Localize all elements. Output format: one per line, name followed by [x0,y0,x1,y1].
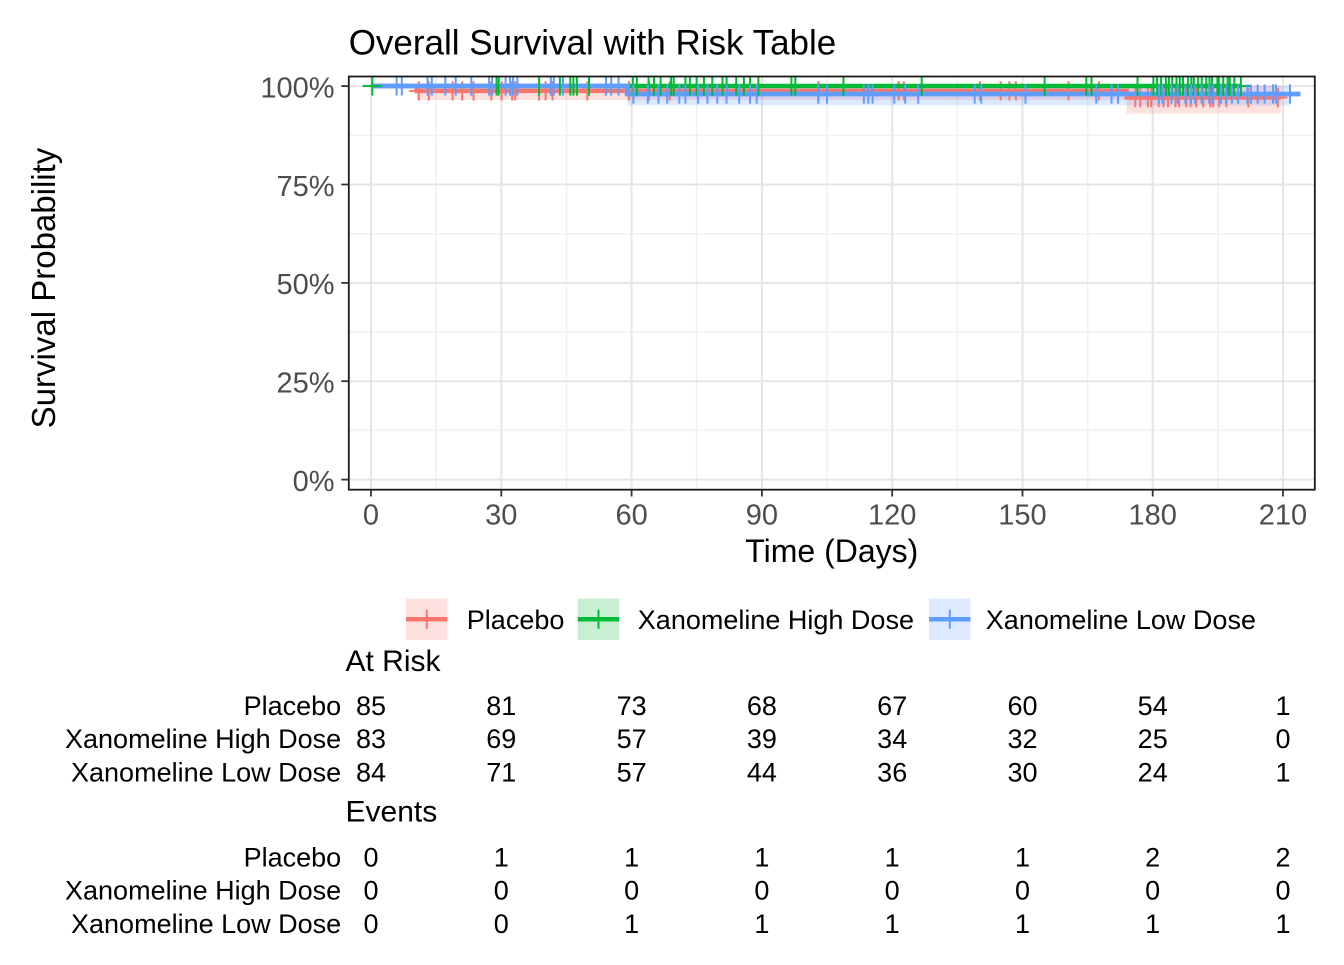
svg-text:44: 44 [747,758,777,788]
svg-text:1: 1 [1275,909,1290,939]
svg-text:68: 68 [747,691,777,721]
svg-text:Xanomeline High Dose: Xanomeline High Dose [638,605,914,635]
svg-text:Xanomeline Low Dose: Xanomeline Low Dose [71,909,341,939]
svg-text:25: 25 [1138,724,1168,754]
svg-text:100%: 100% [260,72,334,104]
svg-text:210: 210 [1259,500,1307,532]
svg-text:60: 60 [615,500,647,532]
svg-text:73: 73 [617,691,647,721]
svg-text:83: 83 [356,724,386,754]
svg-text:84: 84 [356,758,386,788]
svg-text:1: 1 [494,842,509,872]
svg-text:36: 36 [877,758,907,788]
svg-text:90: 90 [746,500,778,532]
svg-text:75%: 75% [276,171,334,203]
svg-text:0: 0 [754,876,769,906]
svg-text:0: 0 [885,876,900,906]
svg-text:2: 2 [1275,842,1290,872]
svg-text:30: 30 [1007,758,1037,788]
svg-text:0: 0 [363,842,378,872]
svg-text:1: 1 [624,842,639,872]
svg-text:54: 54 [1138,691,1168,721]
svg-text:0: 0 [1145,876,1160,906]
svg-text:180: 180 [1129,500,1177,532]
svg-text:150: 150 [998,500,1046,532]
svg-text:1: 1 [1015,909,1030,939]
svg-text:Time (Days): Time (Days) [745,533,918,569]
svg-text:120: 120 [868,500,916,532]
svg-text:Xanomeline Low Dose: Xanomeline Low Dose [986,605,1256,635]
svg-text:1: 1 [754,909,769,939]
svg-text:25%: 25% [276,368,334,400]
svg-text:2: 2 [1145,842,1160,872]
svg-text:Xanomeline High Dose: Xanomeline High Dose [65,876,341,906]
svg-text:0: 0 [363,909,378,939]
svg-text:1: 1 [1275,758,1290,788]
svg-text:57: 57 [617,758,647,788]
svg-text:69: 69 [486,724,516,754]
svg-text:0: 0 [494,909,509,939]
svg-text:50%: 50% [276,269,334,301]
svg-text:1: 1 [1015,842,1030,872]
svg-text:1: 1 [1275,691,1290,721]
svg-text:24: 24 [1138,758,1168,788]
svg-text:Survival Probability: Survival Probability [25,147,62,428]
svg-text:34: 34 [877,724,907,754]
svg-text:1: 1 [754,842,769,872]
svg-text:1: 1 [885,842,900,872]
svg-text:Placebo: Placebo [467,605,565,635]
svg-text:0: 0 [1015,876,1030,906]
svg-text:0: 0 [1275,876,1290,906]
svg-text:0: 0 [363,876,378,906]
svg-text:Xanomeline Low Dose: Xanomeline Low Dose [71,758,341,788]
svg-text:0: 0 [624,876,639,906]
svg-text:57: 57 [617,724,647,754]
svg-text:1: 1 [885,909,900,939]
svg-text:85: 85 [356,691,386,721]
svg-text:67: 67 [877,691,907,721]
svg-text:Events: Events [346,796,438,829]
svg-text:Placebo: Placebo [244,691,342,721]
svg-text:39: 39 [747,724,777,754]
svg-text:Xanomeline High Dose: Xanomeline High Dose [65,724,341,754]
svg-text:0: 0 [363,500,379,532]
svg-text:30: 30 [485,500,517,532]
svg-text:60: 60 [1007,691,1037,721]
svg-text:0: 0 [494,876,509,906]
svg-text:0: 0 [1275,724,1290,754]
svg-text:1: 1 [624,909,639,939]
svg-text:32: 32 [1007,724,1037,754]
svg-text:1: 1 [1145,909,1160,939]
svg-text:Placebo: Placebo [244,842,342,872]
svg-text:71: 71 [486,758,516,788]
svg-text:81: 81 [486,691,516,721]
svg-text:At Risk: At Risk [346,645,442,678]
svg-text:Overall Survival with Risk Tab: Overall Survival with Risk Table [349,23,837,62]
svg-text:0%: 0% [293,466,335,498]
